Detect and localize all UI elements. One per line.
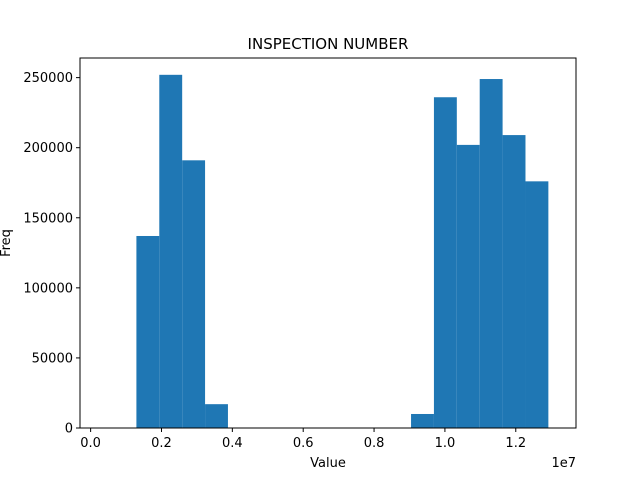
x-tick-label: 0.8 — [364, 436, 385, 451]
x-tick-label: 0.4 — [222, 436, 243, 451]
y-tick-label: 100000 — [23, 281, 73, 296]
histogram-bar-15 — [433, 97, 457, 428]
histogram-bar-19 — [525, 181, 549, 428]
histogram-bar-18 — [502, 135, 526, 429]
x-tick-label: 0.0 — [80, 436, 101, 451]
x-tick-label: 0.2 — [151, 436, 172, 451]
y-tick-label: 200000 — [23, 141, 73, 156]
histogram-bar-14 — [411, 413, 434, 428]
histogram-bar-16 — [456, 144, 480, 429]
y-tick-label: 250000 — [23, 71, 73, 86]
x-tick-label: 1.0 — [435, 436, 456, 451]
y-axis-label: Freq — [0, 229, 14, 257]
histogram-bar-2 — [136, 235, 160, 428]
plot-frame — [79, 57, 577, 429]
y-tick-label: 0 — [65, 422, 73, 437]
histogram-bar-5 — [205, 404, 228, 428]
histogram-bar-17 — [479, 79, 503, 428]
x-tick-label: 1.2 — [505, 436, 526, 451]
x-offset-label: 1e7 — [551, 456, 576, 471]
x-tick-label: 0.6 — [293, 436, 314, 451]
y-tick-label: 150000 — [23, 211, 73, 226]
bars-group — [136, 74, 549, 429]
histogram-bar-4 — [182, 160, 206, 428]
y-axis-ticks: 0 50000 100000 150000 200000 250000 — [23, 71, 80, 437]
histogram-bar-3 — [159, 74, 183, 429]
chart-title: INSPECTION NUMBER — [248, 35, 409, 53]
y-tick-label: 50000 — [32, 351, 73, 366]
x-axis-ticks: 0.0 0.2 0.4 0.6 0.8 1.0 1.2 — [80, 428, 526, 451]
x-axis-label: Value — [310, 456, 346, 471]
